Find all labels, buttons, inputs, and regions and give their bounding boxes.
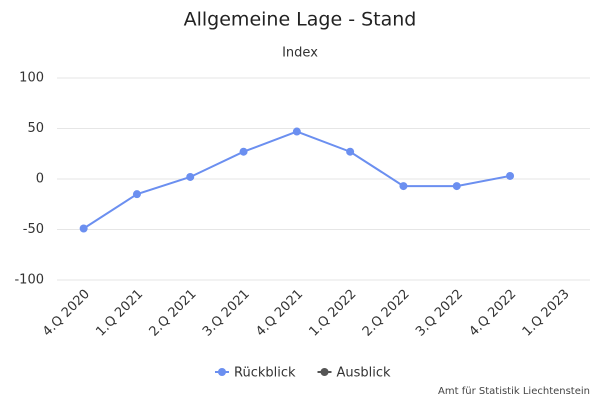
data-point (399, 182, 408, 191)
data-point (346, 147, 355, 156)
y-tick-label: 100 (19, 71, 44, 86)
y-tick-label: 0 (36, 172, 44, 187)
data-point (506, 171, 515, 180)
x-tick-label: 1.Q 2023 (520, 287, 573, 340)
chart-title: Allgemeine Lage - Stand (184, 9, 417, 31)
x-tick-label: 3.Q 2021 (200, 287, 253, 340)
y-tick-label: -100 (14, 273, 44, 288)
x-tick-label: 4.Q 2021 (253, 287, 306, 340)
series-line (83, 130, 511, 230)
legend-label: Rückblick (234, 366, 296, 381)
data-point (292, 127, 301, 136)
data-point (132, 190, 141, 199)
data-point (452, 182, 461, 191)
credit: Amt für Statistik Liechtenstein (438, 386, 590, 397)
x-tick-label: 2.Q 2021 (147, 287, 200, 340)
x-tick-label: 2.Q 2022 (360, 287, 413, 340)
x-tick-label: 1.Q 2021 (93, 287, 146, 340)
x-tick-label: 1.Q 2022 (307, 287, 360, 340)
chart-subtitle: Index (282, 46, 318, 61)
x-tick-label: 4.Q 2020 (40, 287, 93, 340)
data-point (79, 224, 88, 233)
data-point (186, 172, 195, 181)
data-point (239, 147, 248, 156)
legend-item[interactable]: Ausblick (317, 366, 392, 381)
legend-marker (320, 368, 329, 376)
y-tick-label: 50 (27, 121, 44, 136)
legend-item[interactable]: Rückblick (215, 366, 296, 381)
legend-marker (218, 368, 226, 376)
y-tick-label: -50 (23, 222, 44, 237)
legend-label: Ausblick (337, 366, 392, 381)
x-tick-label: 4.Q 2022 (466, 287, 519, 340)
x-tick-label: 3.Q 2022 (413, 287, 466, 340)
